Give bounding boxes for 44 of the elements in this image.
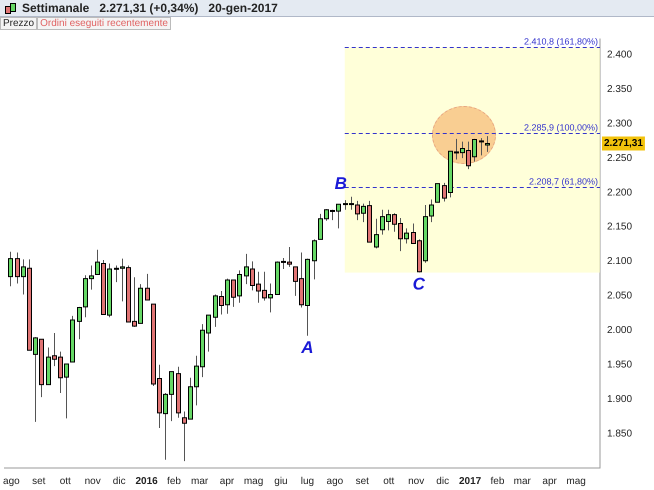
text: Ordini eseguiti recentemente (37, 17, 171, 30)
annotation: B (334, 174, 347, 193)
x-tick-label: nov (84, 476, 101, 487)
text: Prezzo (0, 17, 38, 30)
y-tick-label: 2.150 (607, 222, 632, 233)
chart-title: Settimanale 2.271,31 (+0,34%) 20-gen-2017 (22, 1, 278, 15)
x-tick-label: 2017 (458, 476, 482, 487)
y-tick-label: 2.050 (607, 290, 632, 302)
y-tick-label: 2.200 (607, 187, 632, 198)
x-tick-label: apr (220, 476, 235, 487)
y-tick-label: 1.850 (607, 428, 632, 440)
x-tick-label: ott (60, 476, 72, 487)
x-tick-label: set (356, 476, 370, 487)
x-tick-label: nov (408, 476, 424, 487)
x-tick-label: ago (3, 476, 20, 487)
ref-line-label: 2.208,7 (61,80%) (528, 176, 598, 186)
y-tick-label: 2.400 (607, 50, 632, 61)
x-tick-label: set (32, 476, 46, 487)
x-tick-label: mar (514, 476, 532, 487)
x-tick-label: apr (542, 476, 558, 487)
y-tick-label: 2.100 (607, 256, 632, 268)
y-tick-label: 2.250 (607, 152, 632, 164)
x-tick-label: mar (191, 476, 209, 487)
ref-line-label: 2.285,9 (100,00%) (524, 122, 598, 132)
x-tick-label: ott (383, 476, 395, 487)
x-tick-label: giu (274, 476, 288, 487)
x-tick-label: mag (566, 476, 586, 487)
x-tick-label: ago (326, 476, 344, 487)
x-tick-label: 2016 (135, 476, 158, 487)
ref-line-label: 2.410,8 (161,80%) (524, 36, 598, 46)
y-tick-label: 2.300 (607, 118, 632, 130)
annotation: C (412, 274, 426, 294)
x-tick-label: dic (112, 476, 126, 487)
x-tick-label: dic (436, 476, 450, 487)
x-tick-label: feb (490, 476, 505, 487)
x-tick-label: feb (167, 476, 182, 487)
y-tick-label: 2.350 (607, 84, 632, 96)
annotation: 2.271,31 (604, 138, 644, 150)
x-tick-label: mag (244, 476, 264, 487)
y-tick-label: 2.000 (607, 325, 632, 336)
annotation: A (300, 338, 314, 357)
y-tick-label: 1.900 (607, 394, 632, 405)
y-tick-label: 1.950 (607, 359, 632, 370)
x-tick-label: lug (300, 476, 314, 487)
